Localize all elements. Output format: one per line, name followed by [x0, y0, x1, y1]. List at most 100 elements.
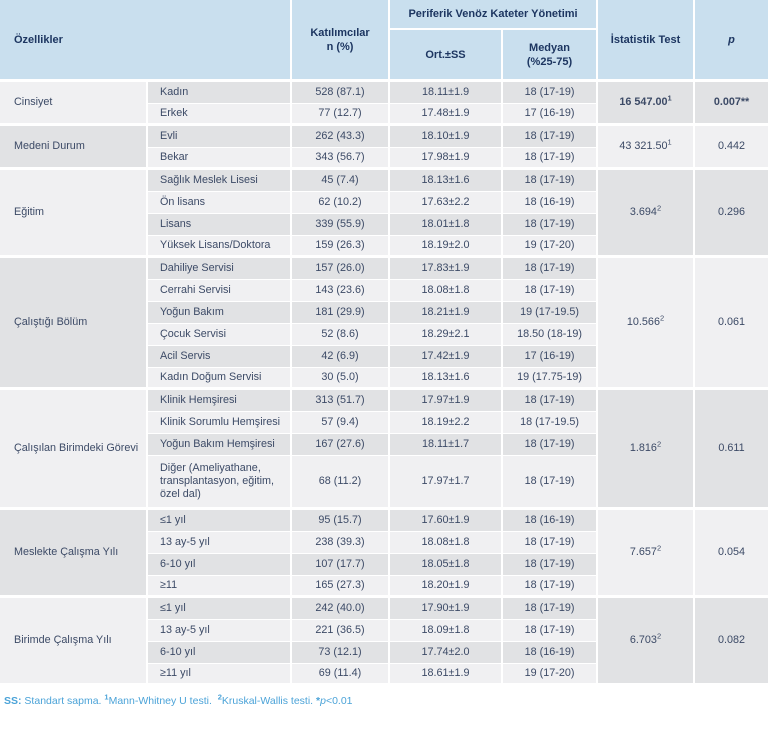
- header-katilimcilar-line1: Katılımcılar: [310, 26, 370, 39]
- median-cell: 18 (16-19): [503, 642, 599, 664]
- subcategory-cell: Yoğun Bakım: [148, 302, 293, 324]
- table-row: Cerrahi Servisi 143 (23.6) 18.08±1.8 18 (17…: [0, 280, 768, 302]
- subcategory-cell: Erkek: [148, 104, 293, 126]
- median-cell: 18 (17-19): [503, 456, 599, 510]
- median-cell: 18 (17-19): [503, 620, 599, 642]
- footnote-note-2: Kruskal-Wallis testi.: [221, 695, 317, 707]
- p-value-cell: 0.442: [695, 126, 768, 170]
- mean-sd-cell: 18.01±1.8: [390, 214, 504, 236]
- subcategory-cell: 6-10 yıl: [148, 554, 293, 576]
- statistic-test-superscript: 2: [656, 439, 662, 449]
- median-cell: 18 (17-19): [503, 280, 599, 302]
- header-medyan: Medyan (%25-75): [503, 30, 599, 82]
- header-katilimcilar: Katılımcılar n (%): [292, 0, 391, 82]
- median-cell: 18 (16-19): [503, 510, 599, 532]
- header-ort-ss: Ort.±SS: [390, 30, 504, 82]
- table-row: Bekar 343 (56.7) 17.98±1.9 18 (17-19): [0, 148, 768, 170]
- statistic-test-value: 10.566: [626, 316, 660, 328]
- footnote-p-rest: <0.01: [325, 695, 353, 707]
- median-cell: 18 (17-19): [503, 82, 599, 104]
- table-header: Özellikler Katılımcılar n (%) Periferik …: [0, 0, 768, 82]
- category-cell: Çalıştığı Bölüm: [0, 258, 148, 390]
- n-percent-cell: 57 (9.4): [292, 412, 391, 434]
- n-percent-cell: 68 (11.2): [292, 456, 391, 510]
- statistic-test-superscript: 2: [659, 313, 665, 323]
- mean-sd-cell: 17.48±1.9: [390, 104, 504, 126]
- n-percent-cell: 42 (6.9): [292, 346, 391, 368]
- table-row: Çalışılan Birimdeki Görevi Klinik Hemşire…: [0, 390, 768, 510]
- mean-sd-cell: 18.61±1.9: [390, 664, 504, 686]
- n-percent-cell: 45 (7.4): [292, 170, 391, 192]
- n-percent-cell: 157 (26.0): [292, 258, 391, 280]
- header-row-top: Özellikler Katılımcılar n (%) Periferik …: [0, 0, 768, 82]
- statistic-test-superscript: 2: [656, 631, 662, 641]
- p-value-cell: 0.007**: [695, 82, 768, 126]
- n-percent-cell: 165 (27.3): [292, 576, 391, 598]
- n-percent-cell: 221 (36.5): [292, 620, 391, 642]
- statistic-test-superscript: 1: [667, 93, 672, 103]
- mean-sd-cell: 18.09±1.8: [390, 620, 504, 642]
- median-cell: 18 (17-19): [503, 258, 599, 280]
- header-medyan-line2: (%25-75): [526, 55, 573, 68]
- mean-sd-cell: 17.83±1.9: [390, 258, 504, 280]
- mean-sd-cell: 17.74±2.0: [390, 642, 504, 664]
- n-percent-cell: 52 (8.6): [292, 324, 391, 346]
- footnote-p: p: [320, 695, 326, 707]
- median-cell: 18 (17-19): [503, 148, 599, 170]
- statistic-test-value: 43 321.50: [619, 140, 668, 152]
- median-cell: 18 (17-19): [503, 390, 599, 412]
- statistic-test-superscript: 2: [656, 203, 662, 213]
- table-body: Cinsiyet Kadın 528 (87.1) 18.11±1.9 18 (17-1…: [0, 82, 768, 686]
- header-istatistik-test: İstatistik Test: [598, 0, 696, 82]
- p-value-cell: 0.082: [695, 598, 768, 686]
- subcategory-cell: 13 ay-5 yıl: [148, 620, 293, 642]
- header-pvky: Periferik Venöz Kateter Yönetimi: [390, 0, 599, 30]
- statistic-test-cell: 6.7032: [598, 598, 696, 686]
- median-cell: 19 (17.75-19): [503, 368, 599, 390]
- n-percent-cell: 159 (26.3): [292, 236, 391, 258]
- median-cell: 18 (17-19): [503, 170, 599, 192]
- n-percent-cell: 69 (11.4): [292, 664, 391, 686]
- header-katilimcilar-line2: n (%): [326, 40, 354, 53]
- mean-sd-cell: 17.60±1.9: [390, 510, 504, 532]
- footnote-note-1: Mann-Whitney U testi.: [108, 695, 218, 707]
- table-row: 13 ay-5 yıl 221 (36.5) 18.09±1.8 18 (17-19): [0, 620, 768, 642]
- statistic-test-value: 1.816: [629, 442, 657, 454]
- subcategory-cell: Sağlık Meslek Lisesi: [148, 170, 293, 192]
- subcategory-cell: Kadın: [148, 82, 293, 104]
- mean-sd-cell: 17.90±1.9: [390, 598, 504, 620]
- subcategory-cell: Ön lisans: [148, 192, 293, 214]
- median-cell: 18 (17-19): [503, 598, 599, 620]
- table-row: Medeni Durum Evli 262 (43.3) 18.10±1.9 18 (1…: [0, 126, 768, 170]
- table-row: Birimde Çalışma Yılı ≤1 yıl 242 (40.0) 17.9…: [0, 598, 768, 686]
- subcategory-cell: ≤1 yıl: [148, 510, 293, 532]
- p-value-cell: 0.054: [695, 510, 768, 598]
- footnote-sup-1: 1: [104, 692, 109, 702]
- category-cell: Çalışılan Birimdeki Görevi: [0, 390, 148, 510]
- table-row: Diğer (Ameliyathane, transplantasyon, eğ…: [0, 456, 768, 510]
- p-value-cell: 0.296: [695, 170, 768, 258]
- table-row: Lisans 339 (55.9) 18.01±1.8 18 (17-19): [0, 214, 768, 236]
- header-row-sub: Ort.±SS Medyan (%25-75): [0, 30, 768, 82]
- subcategory-cell: ≥11: [148, 576, 293, 598]
- subcategory-cell: Lisans: [148, 214, 293, 236]
- table-row: Meslekte Çalışma Yılı ≤1 yıl 95 (15.7) 17.6…: [0, 510, 768, 598]
- median-cell: 18 (16-19): [503, 192, 599, 214]
- mean-sd-cell: 18.10±1.9: [390, 126, 504, 148]
- statistic-test-superscript: 1: [667, 137, 672, 147]
- category-cell: Eğitim: [0, 170, 148, 258]
- n-percent-cell: 339 (55.9): [292, 214, 391, 236]
- mean-sd-cell: 18.08±1.8: [390, 280, 504, 302]
- median-cell: 18.50 (18-19): [503, 324, 599, 346]
- header-ozellikler: Özellikler: [0, 0, 293, 82]
- category-cell: Meslekte Çalışma Yılı: [0, 510, 148, 598]
- median-cell: 18 (17-19): [503, 532, 599, 554]
- statistic-test-value: 7.657: [629, 546, 657, 558]
- subcategory-cell: Diğer (Ameliyathane, transplantasyon, eğ…: [148, 456, 293, 510]
- mean-sd-cell: 17.42±1.9: [390, 346, 504, 368]
- median-cell: 17 (16-19): [503, 104, 599, 126]
- table-row: 13 ay-5 yıl 238 (39.3) 18.08±1.8 18 (17-19): [0, 532, 768, 554]
- table-row: Yoğun Bakım Hemşiresi 167 (27.6) 18.11±1.7…: [0, 434, 768, 456]
- category-cell: Birimde Çalışma Yılı: [0, 598, 148, 686]
- table-row: ≥11 yıl 69 (11.4) 18.61±1.9 19 (17-20): [0, 664, 768, 686]
